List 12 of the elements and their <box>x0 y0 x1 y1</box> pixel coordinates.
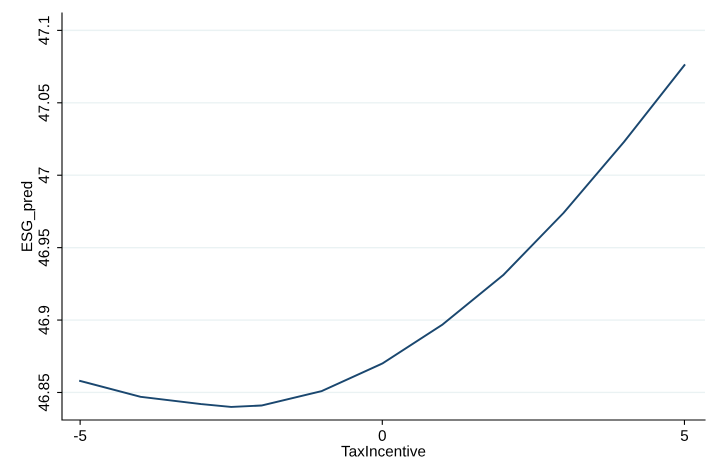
y-tick-label: 47.05 <box>38 84 50 122</box>
line-series <box>79 64 686 408</box>
x-tick-label: -5 <box>74 430 86 441</box>
x-tick-label: 0 <box>378 430 386 441</box>
y-tick-label: 46.9 <box>38 306 50 335</box>
y-tick-label: 46.95 <box>38 229 50 266</box>
x-axis-title: TaxIncentive <box>341 445 426 457</box>
y-axis-title: ESG_pred <box>21 182 36 251</box>
y-tick-label: 46.85 <box>38 374 50 412</box>
y-tick-label: 47 <box>38 167 50 184</box>
x-tick-label: 5 <box>680 430 688 441</box>
y-tick-label: 47.1 <box>38 16 50 45</box>
